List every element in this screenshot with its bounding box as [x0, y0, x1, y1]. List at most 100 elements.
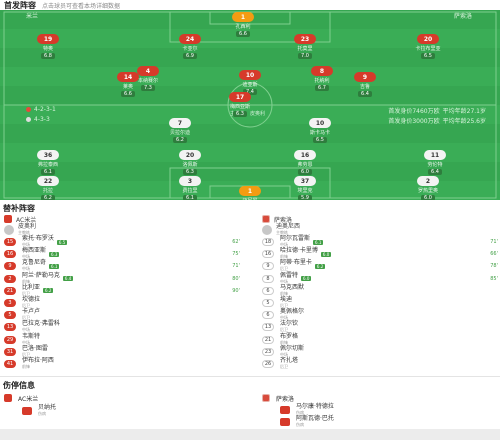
sub-name-block: 马克西默 前锋 — [280, 284, 304, 297]
sub-number: 5 — [4, 311, 16, 320]
sassuolo-crest-icon — [262, 394, 270, 402]
sub-row[interactable]: 26 齐扎塔 后卫 — [262, 356, 500, 370]
player-marker[interactable]: 37 埃里克 5.9 — [275, 176, 335, 200]
sub-name-block: 法尔钦 后卫 — [280, 321, 298, 333]
pitch: 米兰 萨索洛 4-2-3-1 4-3-3 首发身价7460万欧 平均年龄27.1… — [0, 10, 500, 200]
sub-name: 巴洛·图雷 — [22, 344, 48, 352]
sub-row[interactable]: 13 法尔钦 后卫 — [262, 321, 500, 333]
sub-row[interactable]: 16 梅西亚斯 中场 6.3 75' — [4, 248, 244, 260]
player-marker[interactable]: 10 迪亚斯 7.4 — [220, 70, 280, 95]
sub-row[interactable]: 29 韦斯特 中场 — [4, 332, 244, 346]
player-shirt: 10 — [309, 118, 331, 128]
home-injury-item[interactable]: 贝纳托 伤病 — [22, 405, 56, 417]
sub-row[interactable]: 5 卡卢卢 后卫 — [4, 309, 244, 321]
sub-name-block: 布罗格 前锋 — [280, 333, 298, 346]
player-rating: 6.4 — [358, 91, 372, 97]
sub-name: 韦斯特 — [22, 332, 41, 340]
player-name: 劳伦特 — [427, 162, 443, 168]
sub-name: 阿兰·萨勒马克 — [22, 271, 60, 279]
player-name: 斯卡马卡 — [309, 130, 330, 136]
away-injury-item[interactable]: 阿斯瓦德·巴托 伤病 — [280, 416, 334, 428]
player-name: 吉鲁 — [359, 84, 370, 90]
sub-position: 前锋 — [280, 290, 288, 296]
away-coach-row[interactable]: 迪奥尼西 主教练 — [262, 224, 500, 236]
player-marker[interactable]: 36 弗拉泰西 6.1 — [18, 150, 78, 175]
player-marker[interactable]: 24 卡亚尔 6.9 — [160, 34, 220, 59]
sub-number: 8 — [262, 274, 274, 283]
player-marker[interactable]: 11 劳伦特 6.4 — [405, 150, 465, 175]
player-marker[interactable]: 10 斯卡马卡 6.5 — [290, 118, 350, 143]
player-marker[interactable]: 14 莱奥 6.6 — [98, 72, 158, 97]
sub-row[interactable]: 15 索托·布罗沃 中场 6.5 62' — [4, 236, 244, 248]
player-shirt: 2 — [417, 176, 439, 186]
sub-name: 齐扎塔 — [280, 356, 299, 364]
sub-row[interactable]: 23 佩尔切斯 中场 — [262, 345, 500, 358]
sub-row[interactable]: 3 坎德拉 后卫 — [4, 297, 244, 309]
coach-avatar — [4, 225, 14, 235]
player-marker[interactable]: 20 洛佩斯 6.3 — [160, 150, 220, 175]
sub-row[interactable]: 9 阿蒂·布里卡 后卫 6.2 78' — [262, 260, 500, 272]
sub-position: 前锋 — [22, 278, 30, 284]
player-marker[interactable]: 23 托莫里 7.0 — [275, 34, 335, 59]
player-shirt: 37 — [294, 176, 316, 186]
away-team-name[interactable]: 萨索洛 — [453, 13, 472, 20]
sub-number: 6 — [262, 311, 274, 320]
player-marker[interactable]: 2 罗热里奥 6.0 — [398, 176, 458, 200]
player-marker[interactable]: 17 梅西亚斯 6.3 — [210, 92, 270, 117]
sub-name: 坎德拉 — [22, 296, 41, 304]
sub-row[interactable]: 41 伊布拉·阿西 前锋 — [4, 356, 244, 370]
sub-name: 梅西亚斯 — [22, 247, 47, 255]
milan-crest-icon — [4, 215, 12, 223]
player-name: 弗劳恩 — [297, 162, 313, 168]
player-name: 埃里克 — [297, 188, 313, 194]
player-marker[interactable]: 9 吉鲁 6.4 — [335, 72, 395, 97]
player-marker[interactable]: 1 孔西利 6.6 — [213, 12, 273, 37]
sub-time: 85' — [490, 275, 498, 282]
sub-row[interactable]: 9 克鲁尼奇 中场 6.1 71' — [4, 260, 244, 272]
home-team-name[interactable]: 米兰 — [26, 13, 39, 20]
sub-name-block: 索托·布罗沃 中场 — [22, 236, 54, 248]
sub-name: 索托·布罗沃 — [22, 235, 54, 243]
sub-name: 克鲁尼奇 — [22, 259, 47, 267]
sub-row[interactable]: 5 埃迪 后卫 — [262, 297, 500, 309]
home-formation: 4-2-3-1 — [26, 106, 56, 113]
sub-row[interactable]: 21 布罗格 前锋 — [262, 333, 500, 346]
sub-row[interactable]: 18 阿尔瓦雷斯 中场 6.1 71' — [262, 236, 500, 248]
player-name: 费拉里 — [182, 188, 198, 194]
sub-position: 中场 — [280, 242, 288, 248]
player-shirt: 7 — [169, 118, 191, 128]
sub-position: 中场 — [280, 351, 288, 357]
sub-row[interactable]: 13 巴拉克·弗雷科 中场 — [4, 321, 244, 333]
player-name: 莱奥 — [122, 84, 133, 90]
sub-row[interactable]: 2 阿兰·萨勒马克 前锋 6.4 80' — [4, 271, 244, 285]
sub-row[interactable]: 6 奥佩格尔 中场 — [262, 309, 500, 321]
injury-icon — [280, 418, 290, 426]
sub-row[interactable]: 31 巴洛·图雷 后卫 — [4, 344, 244, 358]
sub-name: 伊布拉·阿西 — [22, 356, 54, 364]
player-marker[interactable]: 20 卡拉布里亚 6.5 — [398, 34, 458, 59]
player-marker[interactable]: 4 本纳赛尔 7.3 — [118, 66, 178, 91]
player-marker[interactable]: 3 费拉里 6.1 — [160, 176, 220, 200]
player-marker[interactable]: 16 弗劳恩 6.0 — [275, 150, 335, 175]
sub-row[interactable]: 21 比利亚 后卫 6.2 90' — [4, 284, 244, 297]
player-marker[interactable]: 8 托纳利 6.7 — [292, 66, 352, 91]
home-coach-row[interactable]: 皮奥利 主教练 — [4, 224, 244, 236]
sub-row[interactable]: 16 哈拉德·卡里博 前锋 6.0 66' — [262, 248, 500, 260]
away-injury-item[interactable]: 马尔康·特德拉 伤病 — [280, 404, 334, 416]
sub-position: 中场 — [280, 278, 288, 284]
player-marker[interactable]: 7 贝拉尔迪 6.2 — [150, 118, 210, 143]
player-marker[interactable]: 19 特奥 6.8 — [18, 34, 78, 59]
player-marker[interactable]: 22 托拉 6.2 — [18, 176, 78, 200]
sub-row[interactable]: 6 马克西默 前锋 — [262, 284, 500, 297]
player-marker[interactable]: 1迈尼昂7.1 — [220, 186, 280, 200]
sub-number: 29 — [4, 335, 16, 344]
player-name: 洛佩斯 — [182, 162, 198, 168]
sub-number: 3 — [4, 299, 16, 308]
sub-time: 80' — [232, 275, 240, 282]
sub-name-block: 巴拉克·弗雷科 中场 — [22, 321, 60, 333]
sub-number: 18 — [262, 238, 274, 247]
sub-name-block: 韦斯特 中场 — [22, 332, 41, 346]
player-name: 弗拉泰西 — [37, 162, 58, 168]
sub-row[interactable]: 8 佩雷特 中场 6.0 85' — [262, 272, 500, 285]
sub-name-block: 克鲁尼奇 中场 — [22, 260, 46, 272]
